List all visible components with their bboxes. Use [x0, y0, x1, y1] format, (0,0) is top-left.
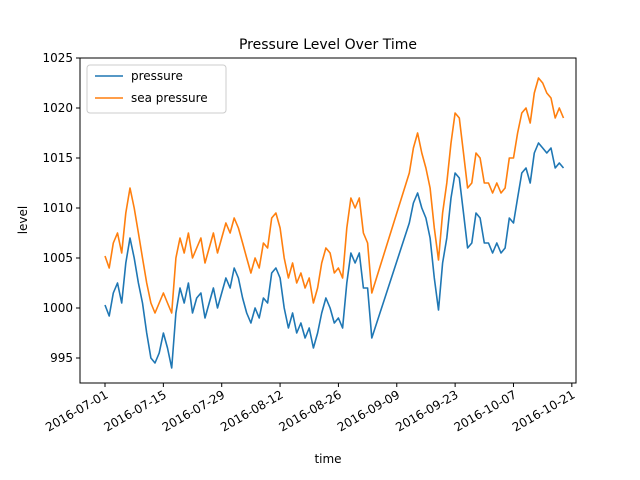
legend-label-pressure: pressure: [131, 69, 183, 83]
y-tick-label: 1020: [42, 101, 73, 115]
legend-label-sea-pressure: sea pressure: [131, 91, 208, 105]
axes-frame: [79, 57, 577, 384]
y-axis-label: level: [16, 206, 30, 235]
y-tick-label: 1025: [42, 51, 73, 65]
chart-title: Pressure Level Over Time: [239, 37, 417, 53]
y-tick-label: 1005: [42, 251, 73, 265]
series-line-pressure: [104, 142, 565, 369]
series-line-sea-pressure: [104, 77, 565, 314]
y-axis: 995 1000 1005 1010 1015 1020 1025: [42, 51, 80, 365]
legend-box: [86, 64, 227, 114]
y-tick-label: 1000: [42, 301, 73, 315]
y-tick-label: 1015: [42, 151, 73, 165]
y-tick-label: 995: [50, 351, 73, 365]
y-tick-label: 1010: [42, 201, 73, 215]
x-axis-label: time: [314, 452, 341, 466]
legend: pressure sea pressure: [86, 64, 227, 114]
plot-area: [104, 77, 565, 369]
